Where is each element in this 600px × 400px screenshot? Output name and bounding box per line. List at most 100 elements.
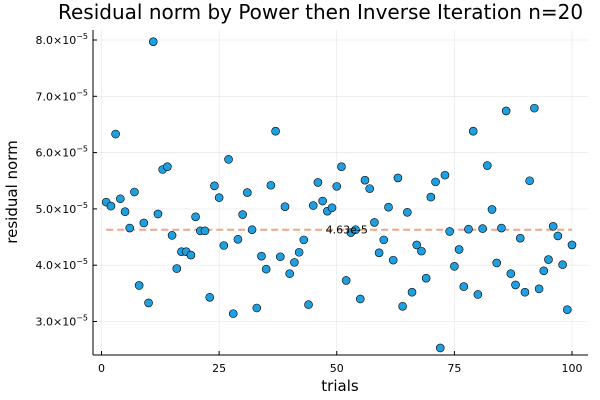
data-point xyxy=(511,280,520,290)
data-point xyxy=(247,225,257,235)
data-point xyxy=(379,235,389,245)
data-point xyxy=(186,250,196,260)
data-point xyxy=(318,196,327,206)
data-point xyxy=(327,203,337,213)
data-point xyxy=(384,202,393,212)
data-point xyxy=(445,227,454,236)
data-point xyxy=(501,106,511,116)
data-point xyxy=(355,294,365,304)
data-point xyxy=(153,209,163,219)
data-point xyxy=(426,192,436,202)
x-axis-label: trials xyxy=(321,377,359,395)
data-point xyxy=(417,246,426,256)
data-point xyxy=(351,225,360,235)
data-point xyxy=(525,176,534,186)
data-point xyxy=(139,218,149,228)
data-point xyxy=(266,180,276,190)
data-point xyxy=(313,178,323,187)
data-point xyxy=(497,223,506,233)
y-tick-label: 6.0×10−5 xyxy=(35,145,88,160)
data-point xyxy=(374,248,384,258)
data-point xyxy=(520,287,530,297)
y-tick-label: 7.0×10−5 xyxy=(35,88,88,103)
data-point xyxy=(468,126,478,136)
data-point xyxy=(294,247,304,257)
data-point xyxy=(275,252,285,262)
data-point xyxy=(167,231,177,240)
x-tick-label: 0 xyxy=(98,362,105,375)
data-point xyxy=(144,298,153,308)
data-point xyxy=(450,262,459,271)
grid xyxy=(93,30,588,355)
data-point xyxy=(370,218,379,227)
data-point xyxy=(412,240,422,250)
data-point xyxy=(365,184,374,193)
data-point xyxy=(299,235,309,245)
mean-annotation: 4.63e-5 xyxy=(326,224,368,237)
data-point xyxy=(530,103,539,113)
x-ticks: 0 25 50 75 100 xyxy=(98,351,583,375)
data-point xyxy=(120,207,130,217)
data-point xyxy=(205,292,215,302)
data-point xyxy=(440,170,450,180)
data-point xyxy=(478,224,487,233)
data-point xyxy=(111,129,120,139)
data-point xyxy=(210,181,219,191)
y-ticks: 3.0×10−5 4.0×10−5 5.0×10−5 6.0×10−5 7.0×10−5… xyxy=(35,32,97,329)
data-point xyxy=(233,235,243,244)
data-point xyxy=(238,210,247,219)
data-point xyxy=(219,241,229,250)
data-point xyxy=(337,162,346,171)
data-point xyxy=(388,255,398,265)
data-point xyxy=(492,258,502,268)
y-tick-label: 4.0×10−5 xyxy=(35,257,88,272)
data-point xyxy=(290,258,299,267)
data-point xyxy=(130,187,139,197)
data-point xyxy=(360,175,370,185)
data-point xyxy=(280,202,290,211)
x-tick-label: 100 xyxy=(562,362,583,375)
data-point xyxy=(459,282,469,291)
x-tick-label: 25 xyxy=(212,362,226,375)
data-point xyxy=(473,290,483,299)
data-point xyxy=(134,281,144,290)
data-point xyxy=(285,269,295,278)
x-tick-label: 50 xyxy=(330,362,344,375)
data-point xyxy=(257,251,266,261)
y-tick-label: 8.0×10−5 xyxy=(35,32,88,47)
data-point xyxy=(332,182,342,191)
data-point xyxy=(271,126,280,136)
data-point xyxy=(544,255,553,264)
data-point xyxy=(548,222,558,231)
data-points xyxy=(101,37,577,353)
data-point xyxy=(431,177,440,187)
x-tick-label: 75 xyxy=(447,362,461,375)
data-point xyxy=(252,303,262,313)
data-point xyxy=(106,201,116,211)
data-point xyxy=(539,266,549,276)
data-point xyxy=(200,226,210,236)
data-point xyxy=(214,193,224,202)
data-point xyxy=(407,287,417,297)
axes xyxy=(92,30,588,356)
data-point xyxy=(393,173,403,183)
data-point xyxy=(243,188,252,197)
data-point xyxy=(163,162,172,171)
data-point xyxy=(191,212,200,222)
data-point xyxy=(148,37,158,46)
data-point xyxy=(125,223,135,233)
y-tick-label: 3.0×10−5 xyxy=(35,314,88,329)
data-point xyxy=(304,300,313,309)
data-point xyxy=(228,309,238,318)
data-point xyxy=(454,245,464,254)
data-point xyxy=(534,284,544,294)
data-point xyxy=(398,301,407,311)
data-point xyxy=(553,231,563,241)
data-point xyxy=(403,207,412,217)
data-point xyxy=(562,305,572,314)
data-point xyxy=(308,201,318,210)
data-point xyxy=(567,240,577,250)
data-point xyxy=(506,269,516,278)
y-axis-label: residual norm xyxy=(3,140,21,243)
